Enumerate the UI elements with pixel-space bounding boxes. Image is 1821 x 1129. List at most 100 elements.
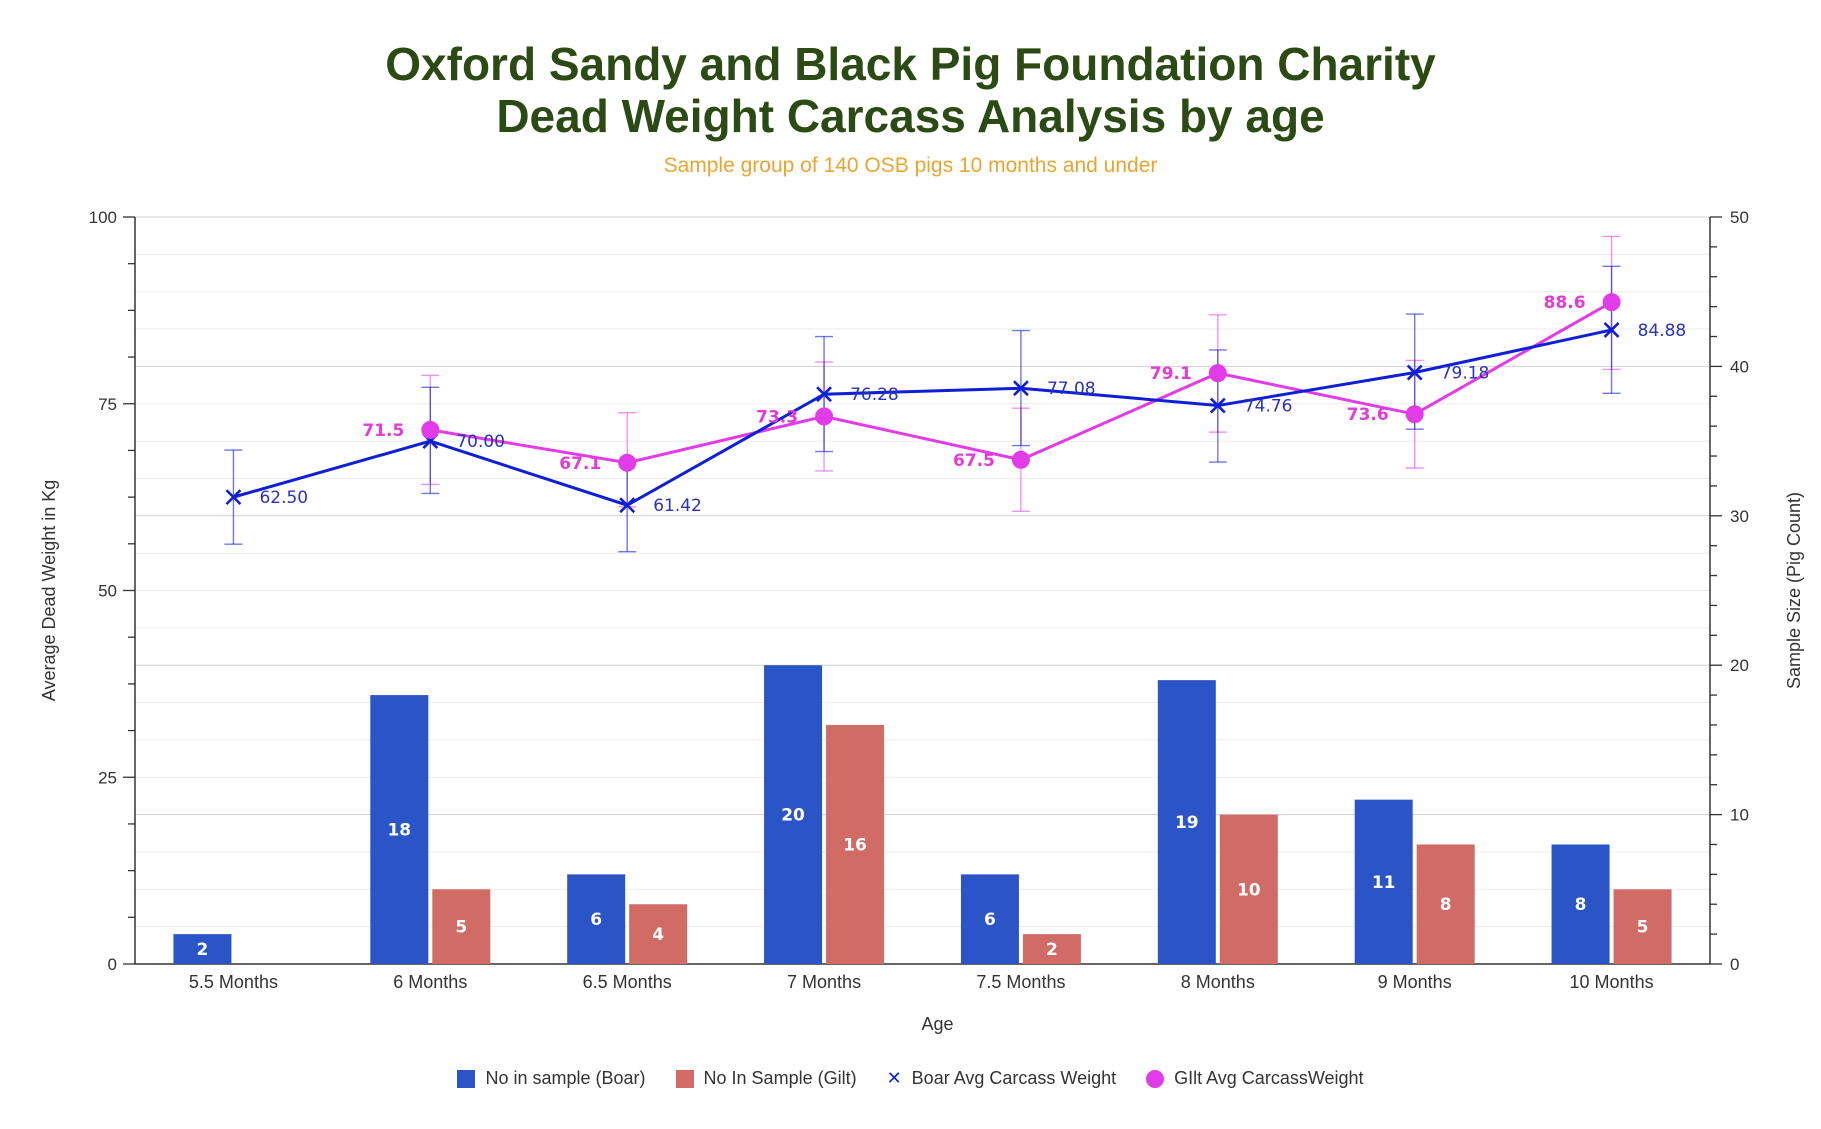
- left-axis-tick-label: 25: [98, 768, 117, 787]
- legend: No in sample (Boar) No In Sample (Gilt) …: [0, 1068, 1821, 1089]
- gilt-weight-point: [1602, 293, 1621, 312]
- legend-item-gilt-count[interactable]: No In Sample (Gilt): [675, 1068, 857, 1089]
- boar-count-bar: [960, 874, 1019, 964]
- right-axis-tick-label: 30: [1730, 507, 1749, 526]
- boar-weight-point: [816, 386, 832, 403]
- gilt-count-bar: [432, 889, 491, 964]
- legend-label-gilt-weight: GIlt Avg CarcassWeight: [1174, 1068, 1364, 1088]
- boar-count-bar: [764, 665, 823, 964]
- legend-label-boar-count: No in sample (Boar): [485, 1068, 646, 1088]
- boar-weight-point: [1603, 322, 1620, 338]
- gilt-weight-point: [815, 407, 834, 426]
- gilt-weight-point: [1208, 364, 1227, 383]
- boar-weight-point: [1209, 397, 1226, 414]
- boar-count-bar: [370, 695, 429, 964]
- gilt-weight-data-label: 67.1: [559, 454, 601, 474]
- left-axis-tick-label: 75: [98, 395, 117, 414]
- gilt-count-bar-label: 2: [1046, 940, 1058, 960]
- boar-count-bar: [567, 874, 626, 964]
- gilt-count-bar: [1416, 844, 1475, 964]
- boar-weight-data-label: 74.76: [1244, 397, 1293, 417]
- gilt-count-bar: [629, 904, 688, 964]
- legend-swatch-gilt-count: [675, 1069, 694, 1088]
- right-axis-title: Sample Size (Pig Count): [1784, 492, 1804, 689]
- boar-weight-data-label: 70.00: [456, 432, 505, 452]
- gilt-count-bar-label: 5: [455, 918, 467, 938]
- boar-weight-point: [619, 497, 636, 514]
- boar-weight-data-label: 77.08: [1047, 379, 1096, 399]
- right-axis-tick-label: 0: [1730, 955, 1739, 974]
- boar-weight-data-label: 62.50: [259, 488, 308, 508]
- gilt-count-bar-label: 10: [1237, 880, 1261, 900]
- legend-item-gilt-weight[interactable]: GIlt Avg CarcassWeight: [1146, 1068, 1364, 1089]
- gilt-count-bar: [826, 724, 885, 964]
- left-axis-title: Average Dead Weight in Kg: [39, 480, 59, 701]
- x-axis-category-label: 9 Months: [1378, 972, 1452, 992]
- boar-weight-point: [1013, 380, 1029, 397]
- left-axis-tick-label: 100: [89, 208, 117, 227]
- gilt-weight-point: [1405, 405, 1424, 424]
- chart-subtitle: Sample group of 140 OSB pigs 10 months a…: [663, 154, 1158, 177]
- x-axis-title: Age: [921, 1014, 953, 1034]
- boar-count-bar: [1354, 799, 1413, 964]
- gilt-weight-data-label: 73.6: [1347, 405, 1389, 425]
- boar-weight-line: [233, 328, 1612, 507]
- x-axis-category-label: 10 Months: [1570, 972, 1654, 992]
- boar-count-bar-label: 18: [387, 821, 411, 841]
- legend-marker-x-icon: ✕: [886, 1067, 902, 1089]
- right-axis-tick-label: 10: [1730, 806, 1749, 825]
- boar-count-bar: [173, 934, 232, 964]
- gilt-count-bar-label: 8: [1440, 895, 1452, 915]
- boar-count-bar-label: 6: [590, 910, 602, 930]
- gilt-weight-data-label: 73.3: [756, 407, 798, 427]
- x-axis-category-label: 5.5 Months: [189, 972, 278, 992]
- x-axis-category-label: 8 Months: [1181, 972, 1255, 992]
- boar-count-bar: [1157, 680, 1216, 964]
- boar-count-bar-label: 20: [781, 806, 805, 826]
- boar-count-bar-label: 6: [984, 910, 996, 930]
- boar-count-bar: [1551, 844, 1610, 964]
- gilt-weight-point: [421, 420, 440, 439]
- right-axis-tick-label: 40: [1730, 357, 1749, 376]
- chart-title-line-1: Oxford Sandy and Black Pig Foundation Ch…: [385, 38, 1436, 90]
- gilt-count-bar-label: 4: [652, 925, 664, 945]
- boar-weight-data-label: 61.42: [653, 496, 702, 516]
- boar-weight-point: [225, 489, 242, 506]
- gilt-count-bar-label: 16: [843, 835, 867, 855]
- legend-marker-circle-icon: [1146, 1069, 1165, 1088]
- boar-weight-point: [1406, 364, 1423, 381]
- boar-count-bar-label: 11: [1372, 873, 1396, 893]
- legend-item-boar-count[interactable]: No in sample (Boar): [457, 1068, 646, 1089]
- gilt-weight-data-label: 79.1: [1150, 364, 1192, 384]
- boar-weight-data-label: 79.18: [1441, 364, 1490, 384]
- gilt-count-bar: [1613, 889, 1672, 964]
- legend-label-boar-weight: Boar Avg Carcass Weight: [911, 1068, 1117, 1088]
- gilt-count-bar-label: 5: [1637, 918, 1649, 938]
- x-axis-category-label: 7 Months: [787, 972, 861, 992]
- gilt-count-bar: [1219, 814, 1278, 964]
- gilt-weight-data-label: 88.6: [1544, 293, 1586, 313]
- boar-weight-data-label: 84.88: [1638, 321, 1687, 341]
- left-axis-tick-label: 0: [108, 955, 117, 974]
- legend-swatch-boar-count: [457, 1069, 476, 1088]
- x-axis-category-label: 7.5 Months: [976, 972, 1065, 992]
- gilt-weight-data-label: 71.5: [362, 421, 404, 441]
- legend-item-boar-weight[interactable]: ✕ Boar Avg Carcass Weight: [887, 1068, 1117, 1089]
- boar-count-bar-label: 8: [1575, 895, 1587, 915]
- x-axis-category-label: 6.5 Months: [583, 972, 672, 992]
- x-axis-category-label: 6 Months: [393, 972, 467, 992]
- gilt-weight-point: [618, 453, 637, 472]
- chart-header: Oxford Sandy and Black Pig Foundation Ch…: [0, 38, 1821, 178]
- right-axis-tick-label: 20: [1730, 656, 1749, 675]
- legend-label-gilt-count: No In Sample (Gilt): [703, 1068, 857, 1088]
- gilt-weight-data-label: 67.5: [953, 451, 995, 471]
- left-axis-tick-label: 50: [98, 582, 117, 601]
- right-axis-tick-label: 50: [1730, 208, 1749, 227]
- boar-count-bar-label: 19: [1175, 813, 1199, 833]
- chart-title-line-2: Dead Weight Carcass Analysis by age: [496, 90, 1325, 142]
- gilt-count-bar: [1022, 934, 1081, 964]
- boar-count-bar-label: 2: [197, 940, 209, 960]
- gilt-weight-point: [1011, 450, 1030, 469]
- boar-weight-data-label: 76.28: [850, 385, 899, 405]
